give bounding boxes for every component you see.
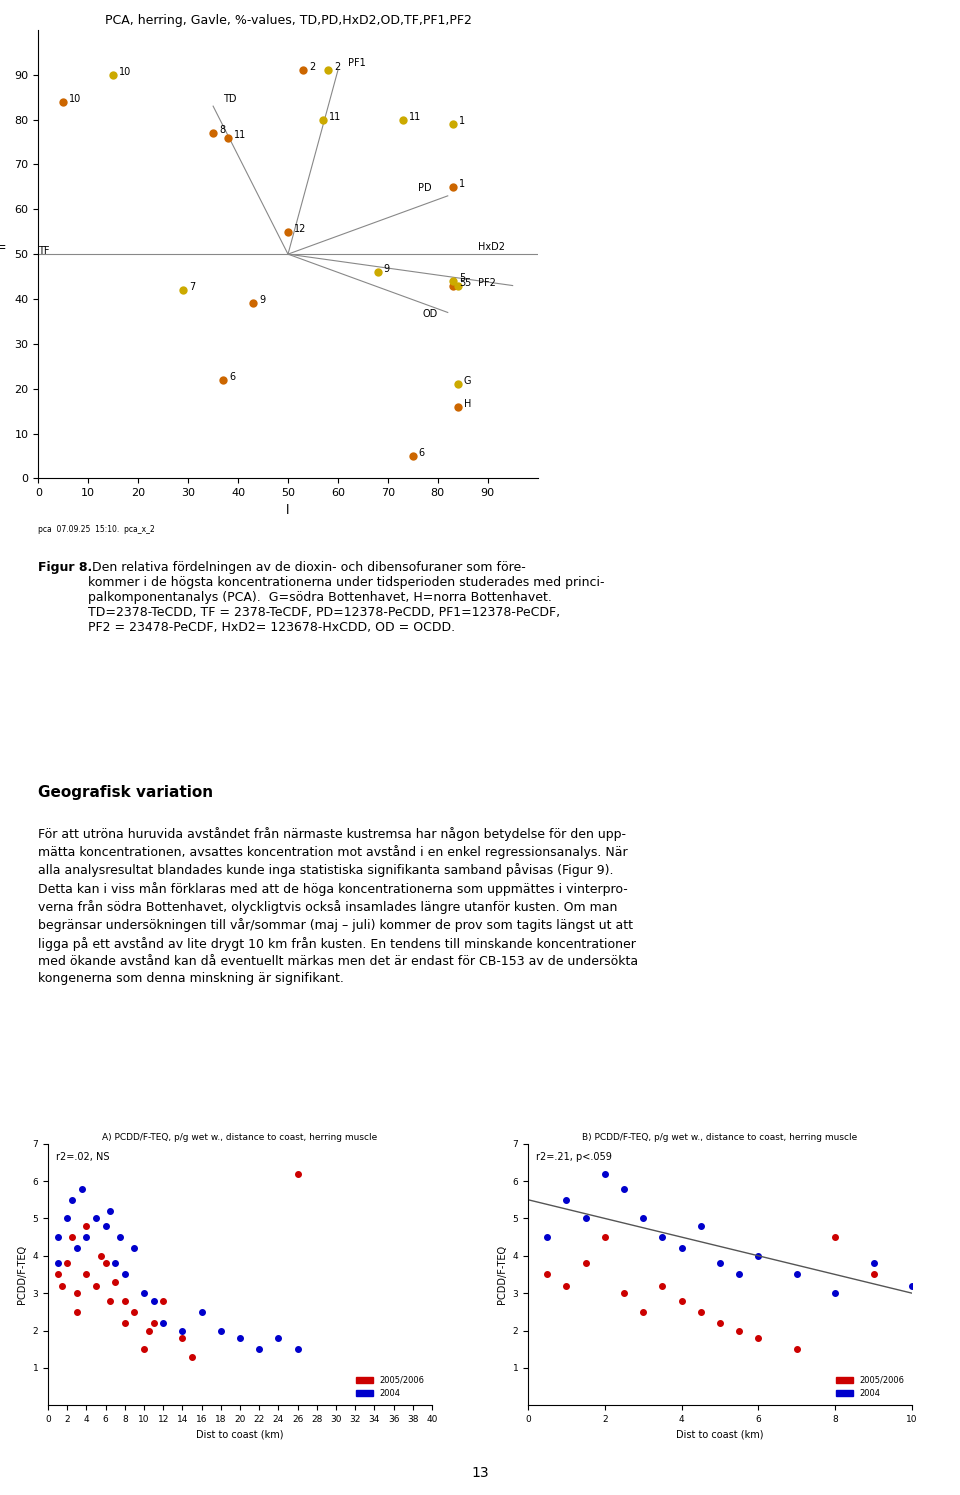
Title: A) PCDD/F-TEQ, p/g wet w., distance to coast, herring muscle: A) PCDD/F-TEQ, p/g wet w., distance to c… bbox=[103, 1133, 377, 1142]
Text: 8: 8 bbox=[219, 126, 226, 135]
Text: G: G bbox=[464, 377, 471, 386]
Legend: 2005/2006, 2004: 2005/2006, 2004 bbox=[833, 1372, 908, 1401]
Legend: 2005/2006, 2004: 2005/2006, 2004 bbox=[353, 1372, 428, 1401]
Y-axis label: =: = bbox=[0, 241, 6, 254]
Text: För att utröna huruvida avståndet från närmaste kustremsa har någon betydelse fö: För att utröna huruvida avståndet från n… bbox=[38, 827, 638, 985]
Y-axis label: PCDD/F-TEQ: PCDD/F-TEQ bbox=[497, 1245, 507, 1304]
Text: 6: 6 bbox=[419, 448, 425, 457]
Text: Den relativa fördelningen av de dioxin- och dibensofuraner som före-
kommer i de: Den relativa fördelningen av de dioxin- … bbox=[88, 561, 605, 634]
Text: 11: 11 bbox=[409, 112, 421, 121]
Text: PD: PD bbox=[418, 184, 431, 193]
Text: HxD2: HxD2 bbox=[478, 242, 505, 251]
Text: 2: 2 bbox=[309, 63, 315, 72]
X-axis label: Dist to coast (km): Dist to coast (km) bbox=[196, 1429, 284, 1440]
Text: OD: OD bbox=[422, 309, 438, 318]
Text: 5: 5 bbox=[459, 278, 465, 287]
Text: TF: TF bbox=[38, 247, 50, 256]
Text: 9: 9 bbox=[259, 296, 265, 305]
Text: 12: 12 bbox=[294, 224, 306, 233]
X-axis label: l: l bbox=[286, 504, 290, 517]
Text: 1: 1 bbox=[459, 179, 465, 188]
Text: Geografisk variation: Geografisk variation bbox=[38, 785, 213, 800]
Y-axis label: PCDD/F-TEQ: PCDD/F-TEQ bbox=[17, 1245, 27, 1304]
Text: 9: 9 bbox=[384, 265, 390, 274]
Text: 11: 11 bbox=[234, 130, 247, 139]
Text: 10: 10 bbox=[119, 67, 132, 76]
Text: 13: 13 bbox=[471, 1467, 489, 1480]
Text: 2: 2 bbox=[334, 63, 340, 72]
Text: 5: 5 bbox=[459, 274, 465, 283]
Text: 10: 10 bbox=[69, 94, 82, 103]
Text: 7: 7 bbox=[189, 283, 196, 292]
Title: B) PCDD/F-TEQ, p/g wet w., distance to coast, herring muscle: B) PCDD/F-TEQ, p/g wet w., distance to c… bbox=[583, 1133, 857, 1142]
X-axis label: Dist to coast (km): Dist to coast (km) bbox=[676, 1429, 764, 1440]
Text: PF1: PF1 bbox=[348, 58, 366, 67]
Text: 1: 1 bbox=[459, 117, 465, 126]
Text: Figur 8.: Figur 8. bbox=[38, 561, 93, 574]
Text: H: H bbox=[464, 399, 471, 408]
Text: 11: 11 bbox=[329, 112, 341, 121]
Text: r2=.02, NS: r2=.02, NS bbox=[56, 1151, 109, 1162]
Text: PF2: PF2 bbox=[478, 278, 495, 287]
Title: PCA, herring, Gavle, %-values, TD,PD,HxD2,OD,TF,PF1,PF2: PCA, herring, Gavle, %-values, TD,PD,HxD… bbox=[105, 15, 471, 27]
Text: 5: 5 bbox=[464, 278, 470, 287]
Text: 6: 6 bbox=[229, 372, 235, 381]
Text: TD: TD bbox=[223, 94, 236, 103]
Text: pca  07.09.25  15:10.  pca_x_2: pca 07.09.25 15:10. pca_x_2 bbox=[38, 525, 156, 534]
Text: r2=.21, p<.059: r2=.21, p<.059 bbox=[536, 1151, 612, 1162]
